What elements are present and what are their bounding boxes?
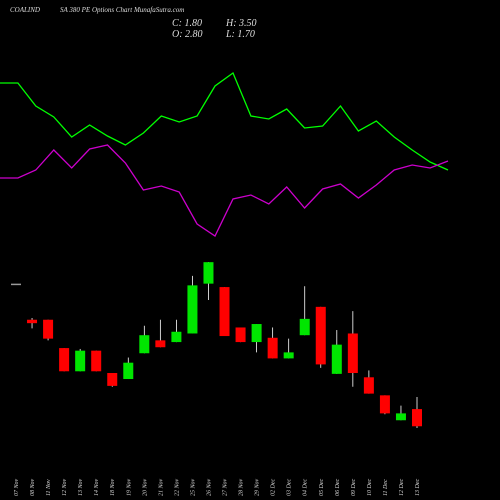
candle-body — [235, 327, 246, 343]
indicator-line — [0, 71, 449, 171]
x-tick-label: 12 Dec — [399, 479, 405, 496]
x-tick-label: 12 Nov — [62, 478, 68, 496]
candle-body — [315, 306, 326, 365]
x-tick-label: 03 Dec — [287, 479, 293, 496]
x-tick-label: 26 Nov — [206, 478, 212, 496]
low-label: L: 1.70 — [225, 29, 255, 40]
indicator-line — [0, 144, 449, 237]
candle-body — [363, 377, 374, 394]
x-tick-label: 25 Nov — [190, 478, 196, 496]
candle-body — [123, 362, 134, 380]
x-tick-label: 28 Nov — [239, 478, 245, 496]
candle-body — [379, 395, 390, 414]
x-tick-label: 27 Nov — [223, 478, 229, 496]
candle-body — [107, 373, 118, 386]
candle-body — [11, 283, 21, 286]
candle-body — [331, 344, 342, 374]
x-tick-label: 14 Nov — [93, 478, 100, 496]
x-tick-label: 02 Dec — [271, 479, 277, 496]
x-tick-label: 20 Nov — [142, 478, 148, 496]
candle-body — [59, 348, 70, 372]
x-tick-label: 22 Nov — [174, 478, 180, 496]
x-tick-label: 05 Dec — [319, 479, 325, 496]
x-tick-label: 04 Dec — [302, 479, 309, 496]
candle-body — [299, 318, 310, 336]
x-tick-label: 07 Nov — [14, 478, 20, 496]
symbol: COALIND — [10, 6, 40, 14]
chart-title: SA 380 PE Options Chart MunafaSutra.com — [60, 6, 184, 14]
candle-body — [27, 319, 38, 324]
x-tick-label: 21 Nov — [158, 478, 164, 496]
candle-body — [203, 262, 214, 284]
x-tick-label: 18 Nov — [110, 478, 116, 496]
x-tick-label: 11 Nov — [46, 479, 52, 496]
candle-body — [412, 409, 422, 427]
candle-body — [43, 319, 54, 339]
candle-body — [283, 352, 294, 359]
x-tick-label: 06 Dec — [335, 479, 341, 496]
candle-body — [347, 333, 358, 374]
x-tick-label: 11 Dec — [383, 479, 389, 496]
candle-body — [219, 287, 230, 337]
x-tick-label: 13 Dec — [415, 479, 421, 496]
candle-body — [395, 413, 406, 421]
open-label: O: 2.80 — [172, 29, 203, 40]
candle-body — [155, 340, 166, 348]
candle-body — [171, 331, 182, 343]
x-tick-label: 13 Nov — [78, 478, 84, 496]
candle-body — [187, 285, 198, 334]
x-tick-label: 29 Nov — [255, 478, 261, 496]
x-tick-label: 08 Nov — [30, 478, 36, 496]
candle-body — [251, 324, 262, 343]
candle-body — [139, 335, 150, 354]
x-tick-label: 09 Dec — [351, 479, 357, 496]
x-tick-label: 10 Dec — [367, 479, 373, 496]
candle-body — [267, 337, 278, 359]
candle-body — [91, 350, 102, 372]
x-tick-label: 19 Nov — [126, 478, 132, 496]
candle-body — [75, 350, 86, 372]
close-label: C: 1.80 — [172, 18, 202, 29]
high-label: H: 3.50 — [225, 18, 257, 29]
